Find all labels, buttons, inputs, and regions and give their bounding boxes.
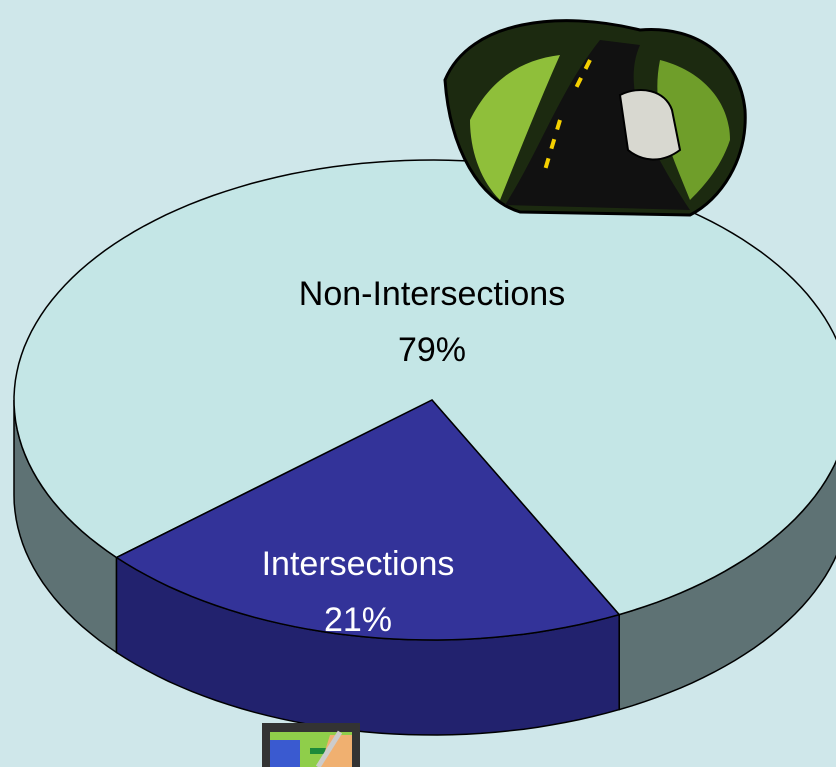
slice-value-label: 21% [324, 601, 392, 639]
slice-label: Intersections [262, 545, 455, 583]
pie: Non-Intersections 79% Intersections 21% [13, 159, 836, 736]
clip-art-intersection [262, 723, 360, 767]
clip-art-road [443, 19, 747, 217]
pie-slice [114, 399, 621, 641]
slice-label: Non-Intersections [299, 275, 565, 313]
slice-value-label: 79% [398, 331, 466, 369]
